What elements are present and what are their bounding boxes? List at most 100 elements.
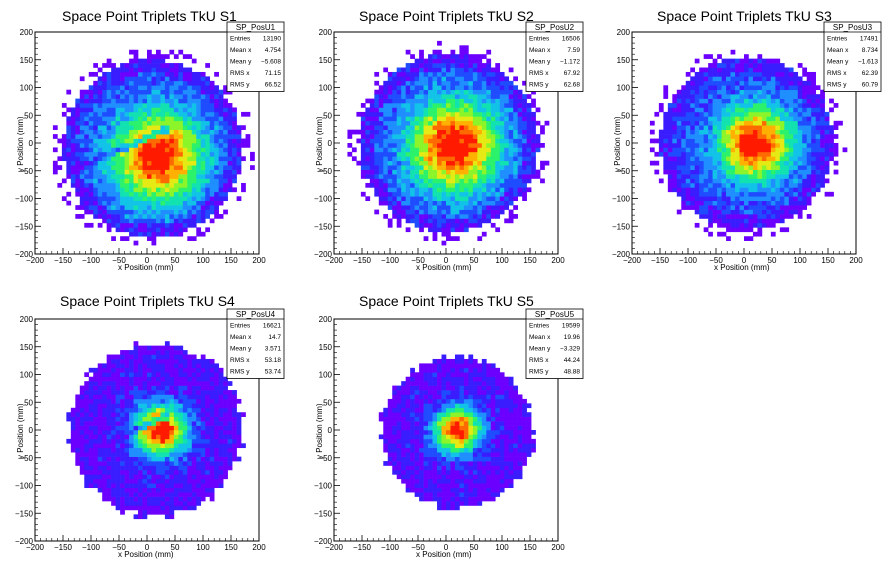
heatmap-cell [450, 103, 456, 108]
heatmap-cell [120, 116, 125, 122]
heatmap-cell [129, 120, 134, 126]
heatmap-cell [209, 125, 215, 130]
heatmap-cell [124, 169, 130, 175]
heatmap-cell [241, 125, 246, 130]
stats-label: Entries [529, 36, 550, 43]
heatmap-cell [721, 187, 727, 193]
heatmap-cell [169, 209, 175, 215]
heatmap-cell [70, 407, 76, 413]
heatmap-cell [182, 227, 188, 233]
heatmap-cell [437, 85, 442, 91]
heatmap-cell [178, 156, 184, 162]
heatmap-cell [446, 94, 451, 99]
heatmap-cell [761, 218, 767, 224]
heatmap-cell [735, 120, 740, 126]
heatmap-cell [160, 461, 166, 466]
heatmap-cell [138, 478, 143, 484]
heatmap-cell [694, 134, 700, 139]
heatmap-cell [133, 54, 139, 59]
heatmap-cell [115, 107, 121, 113]
heatmap-cell [468, 156, 474, 162]
heatmap-cell [735, 205, 740, 210]
heatmap-cell [169, 67, 175, 73]
heatmap-cell [472, 116, 478, 122]
heatmap-cell [120, 492, 125, 497]
heatmap-cell [775, 80, 781, 86]
heatmap-cell [423, 191, 429, 197]
heatmap-cell [730, 98, 736, 104]
heatmap-cell [437, 165, 442, 170]
heatmap-cell [151, 483, 157, 489]
heatmap-cell [106, 354, 112, 360]
heatmap-cell [160, 354, 166, 360]
heatmap-cell [428, 94, 433, 99]
heatmap-cell [138, 403, 143, 409]
heatmap-cell [694, 205, 700, 210]
heatmap-cell [459, 222, 465, 228]
heatmap-cell [432, 58, 438, 64]
heatmap-cell [147, 214, 152, 219]
heatmap-cell [730, 214, 736, 219]
x-tick-label: 150 [821, 256, 835, 265]
heatmap-cell [173, 178, 179, 184]
heatmap-cell [649, 120, 655, 126]
heatmap-cell [115, 94, 121, 99]
heatmap-cell [508, 182, 514, 188]
heatmap-cell [151, 120, 157, 126]
heatmap-cell [481, 103, 487, 108]
heatmap-cell [761, 160, 767, 166]
heatmap-cell [155, 89, 161, 95]
heatmap-cell [75, 187, 81, 193]
heatmap-cell [191, 103, 197, 108]
heatmap-cell [699, 143, 704, 148]
heatmap-cell [770, 174, 776, 179]
heatmap-cell [775, 120, 781, 126]
heatmap-cell [97, 376, 103, 382]
heatmap-cell [387, 89, 393, 95]
heatmap-cell [517, 174, 523, 179]
heatmap-cell [75, 430, 81, 435]
heatmap-cell [690, 191, 696, 197]
heatmap-cell [187, 76, 193, 82]
heatmap-cell [748, 160, 754, 166]
heatmap-cell [70, 447, 76, 453]
heatmap-cell [459, 94, 465, 99]
heatmap-cell [151, 240, 157, 246]
heatmap-cell [187, 169, 193, 175]
heatmap-cell [200, 80, 206, 86]
heatmap-cell [147, 156, 152, 162]
heatmap-cell [75, 111, 81, 117]
heatmap-cell [106, 196, 112, 202]
heatmap-cell [441, 67, 447, 73]
heatmap-cell [481, 169, 487, 175]
heatmap-cell [160, 71, 166, 77]
heatmap-cell [160, 438, 166, 444]
heatmap-cell [88, 478, 94, 484]
heatmap-cell [106, 483, 112, 489]
heatmap-cell [378, 156, 384, 162]
heatmap-cell [508, 165, 514, 170]
heatmap-cell [499, 187, 505, 193]
heatmap-cell [797, 160, 803, 166]
heatmap-cell [414, 156, 420, 162]
heatmap-cell [142, 358, 148, 364]
heatmap-cell [196, 182, 202, 188]
heatmap-cell [428, 191, 433, 197]
heatmap-cell [124, 461, 130, 466]
heatmap-cell [513, 94, 518, 99]
heatmap-cell [513, 165, 518, 170]
heatmap-cell [102, 434, 107, 440]
heatmap-cell [155, 120, 161, 126]
heatmap-cell [124, 191, 130, 197]
heatmap-cell [245, 111, 251, 117]
heatmap-cell [694, 89, 700, 95]
heatmap-cell [775, 200, 781, 206]
heatmap-cell [428, 182, 433, 188]
heatmap-cell [414, 116, 420, 122]
heatmap-cell [504, 107, 510, 113]
heatmap-cell [120, 487, 125, 493]
heatmap-cell [414, 187, 420, 193]
heatmap-cell [129, 76, 134, 82]
heatmap-cell [405, 214, 411, 219]
heatmap-cell [129, 372, 134, 378]
